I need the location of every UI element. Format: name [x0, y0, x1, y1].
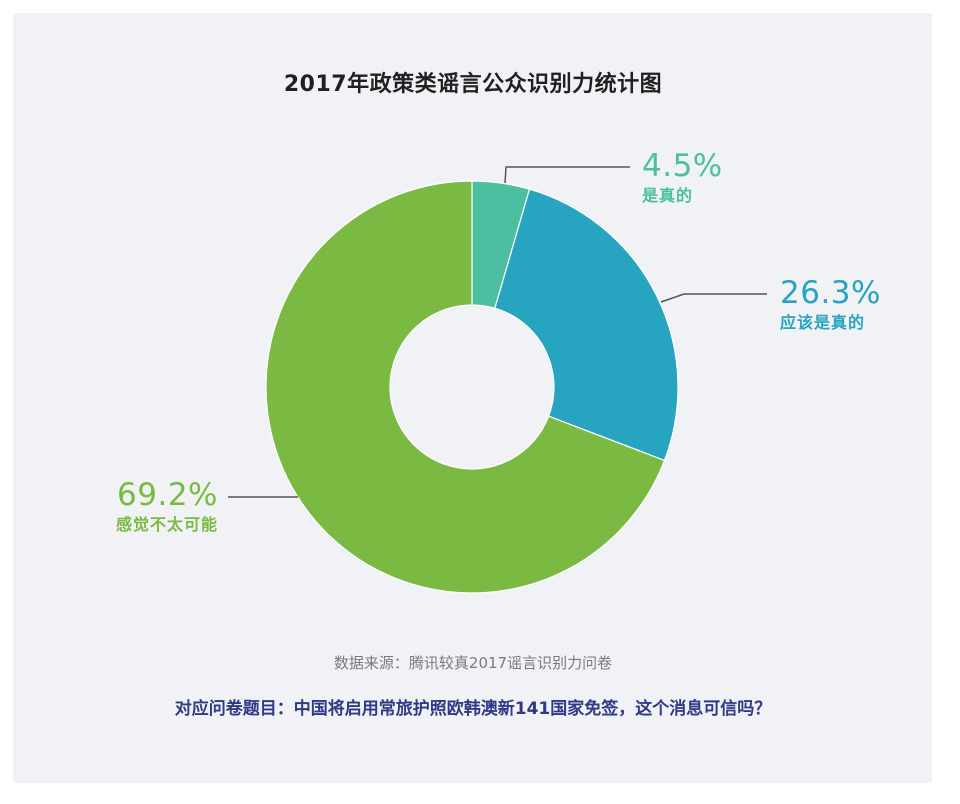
donut-slice-1	[494, 188, 679, 462]
data-source: 数据来源：腾讯较真2017谣言识别力问卷	[333, 654, 613, 672]
label-slice1-name: 应该是真的	[780, 313, 866, 332]
label-slice2-pct: 69.2%	[117, 477, 218, 513]
donut-slices	[265, 180, 679, 594]
donut-slice-2	[265, 180, 666, 594]
chart-title: 2017年政策类谣言公众识别力统计图	[283, 72, 663, 97]
label-slice0-pct: 4.5%	[642, 148, 723, 184]
label-slice2-name: 感觉不太可能	[115, 515, 218, 534]
label-slice1-pct: 26.3%	[780, 275, 881, 311]
label-slice0-name: 是真的	[642, 186, 694, 205]
survey-question: 对应问卷题目：中国将启用常旅护照欧韩澳新141国家免签，这个消息可信吗？	[174, 699, 772, 719]
label-slice0: 4.5% 是真的	[642, 151, 723, 204]
leader-line-slice0	[504, 166, 630, 184]
chart-panel	[13, 13, 932, 783]
leader-line-slice1	[660, 293, 767, 303]
label-slice1: 26.3% 应该是真的	[780, 278, 881, 331]
label-slice2: 69.2% 感觉不太可能	[60, 480, 218, 533]
